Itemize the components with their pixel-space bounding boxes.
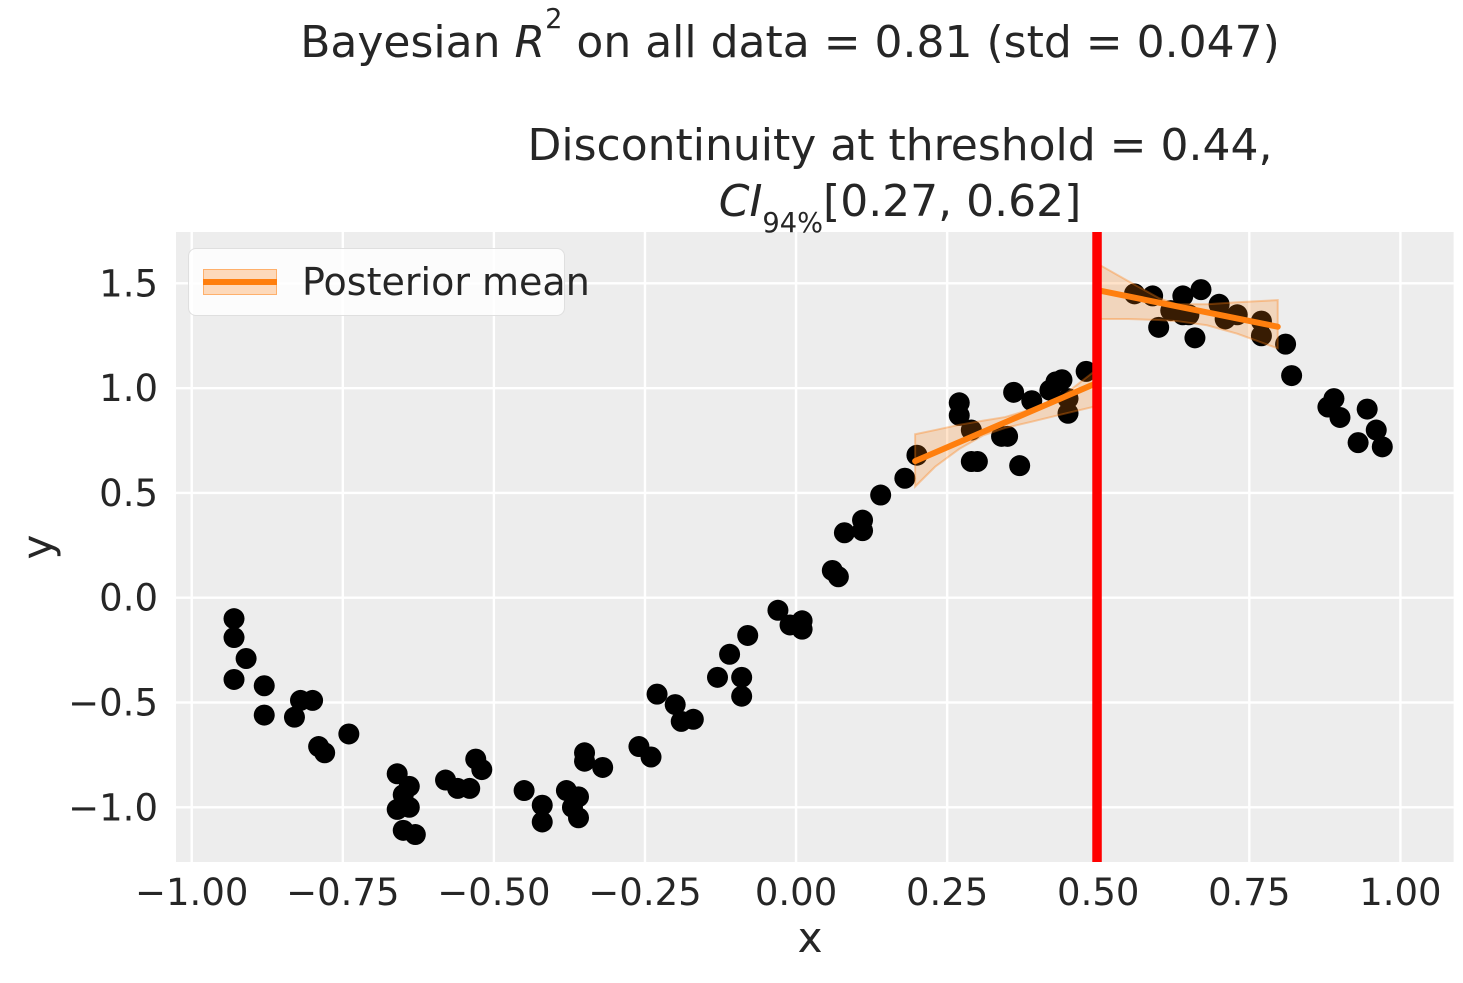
x-tick-label: 0.75 xyxy=(1208,871,1290,914)
legend-handle xyxy=(203,269,277,295)
data-point xyxy=(1250,325,1272,347)
ci-label: CI xyxy=(718,176,763,227)
title-variable: R xyxy=(514,17,546,68)
data-point xyxy=(592,756,614,778)
data-point xyxy=(531,811,553,833)
data-point xyxy=(513,780,535,802)
posterior-mean-swatch xyxy=(203,279,277,285)
data-point xyxy=(1148,316,1170,338)
x-tick-label: 0.25 xyxy=(906,871,988,914)
data-point xyxy=(223,627,245,649)
data-point xyxy=(567,807,589,829)
data-point xyxy=(719,643,741,665)
subtitle-line1: Discontinuity at threshold = 0.44, xyxy=(527,120,1273,171)
x-tick-label: 1.00 xyxy=(1359,871,1441,914)
y-tick-label: 1.5 xyxy=(99,262,158,305)
data-point xyxy=(1371,436,1393,458)
x-tick-label: −0.25 xyxy=(588,871,701,914)
data-point xyxy=(767,599,789,621)
data-point xyxy=(253,675,275,697)
x-tick-label: −1.00 xyxy=(135,871,248,914)
data-point xyxy=(253,704,275,726)
title-prefix: Bayesian xyxy=(300,17,515,68)
data-point xyxy=(706,666,728,688)
data-point xyxy=(1365,419,1387,441)
data-point xyxy=(302,689,324,711)
data-point xyxy=(640,746,662,768)
chart-title: Bayesian R2 on all data = 0.81 (std = 0.… xyxy=(300,6,1280,69)
y-tick-label: 0.5 xyxy=(99,472,158,515)
data-point xyxy=(870,484,892,506)
data-point xyxy=(1172,285,1194,307)
data-point xyxy=(1281,365,1303,387)
data-point xyxy=(997,425,1019,447)
data-point xyxy=(531,794,553,816)
posterior-mean-line xyxy=(912,379,1101,465)
data-point xyxy=(894,467,916,489)
subtitle-line2: CI94%[0.27, 0.62] xyxy=(528,174,1273,237)
data-point xyxy=(682,708,704,730)
data-point xyxy=(1323,388,1345,410)
legend: Posterior mean xyxy=(188,248,590,316)
data-point xyxy=(338,723,360,745)
ci-interval: [0.27, 0.62] xyxy=(823,176,1082,227)
data-point xyxy=(1356,398,1378,420)
title-suffix: on all data = 0.81 (std = 0.047) xyxy=(562,17,1280,68)
data-point xyxy=(1009,455,1031,477)
data-point xyxy=(1329,406,1351,428)
data-point xyxy=(1075,360,1097,382)
data-point xyxy=(404,824,426,846)
data-point xyxy=(827,566,849,588)
data-point xyxy=(223,668,245,690)
x-axis-label: x xyxy=(798,913,823,962)
data-point xyxy=(1347,432,1369,454)
data-point xyxy=(1057,402,1079,424)
y-tick-label: −0.5 xyxy=(68,682,158,725)
data-point xyxy=(235,647,257,669)
data-point xyxy=(833,522,855,544)
x-tick-label: −0.50 xyxy=(437,871,550,914)
data-point xyxy=(1003,381,1025,403)
ci-subscript: 94% xyxy=(762,207,824,239)
data-point xyxy=(459,777,481,799)
data-point xyxy=(852,520,874,542)
data-point xyxy=(471,759,493,781)
posterior-mean-line xyxy=(1094,287,1281,330)
data-point xyxy=(223,608,245,630)
data-point xyxy=(791,618,813,640)
chart-subtitle: Discontinuity at threshold = 0.44, CI94%… xyxy=(527,118,1273,237)
y-axis-label: y xyxy=(13,535,62,560)
data-point xyxy=(737,624,759,646)
data-point xyxy=(731,666,753,688)
data-point xyxy=(731,685,753,707)
y-tick-label: −1.0 xyxy=(68,786,158,829)
data-point xyxy=(948,404,970,426)
x-tick-label: 0.50 xyxy=(1057,871,1139,914)
data-point xyxy=(574,750,596,772)
plot-area xyxy=(176,232,1454,862)
x-tick-label: 0.00 xyxy=(755,871,837,914)
title-superscript: 2 xyxy=(545,3,563,35)
data-point xyxy=(646,683,668,705)
data-point xyxy=(398,796,420,818)
data-point xyxy=(283,706,305,728)
data-point xyxy=(1275,333,1297,355)
data-point xyxy=(1051,369,1073,391)
data-point xyxy=(966,450,988,472)
x-tick-label: −0.75 xyxy=(286,871,399,914)
legend-label: Posterior mean xyxy=(302,260,590,304)
data-point xyxy=(664,694,686,716)
data-point xyxy=(1184,327,1206,349)
y-tick-label: 0.0 xyxy=(99,577,158,620)
data-point xyxy=(1190,279,1212,301)
y-tick-label: 1.0 xyxy=(99,367,158,410)
data-point xyxy=(314,742,336,764)
